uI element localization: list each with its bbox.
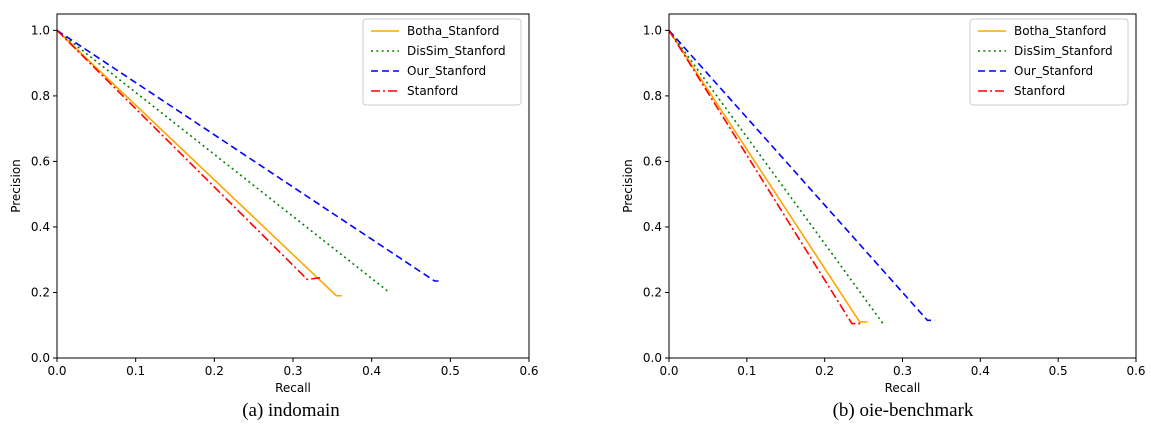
caption-b: (b) oie-benchmark <box>832 400 974 421</box>
y-tick-label: 0.8 <box>31 89 50 103</box>
x-tick-label: 0.0 <box>659 364 678 378</box>
series-line-Our_Stanford <box>57 29 439 282</box>
y-tick-label: 0.4 <box>31 220 50 234</box>
x-tick-label: 0.5 <box>1049 364 1068 378</box>
legend-label: Our_Stanford <box>407 64 486 78</box>
y-tick-label: 1.0 <box>643 23 662 37</box>
x-tick-label: 0.2 <box>815 364 834 378</box>
chart-1: 0.0 0.1 0.2 0.3 0.4 0.5 0.6 0.0 0.2 0.4 0.6 0.8 1.0 R… <box>621 13 1146 395</box>
y-axis-label: Precision <box>621 159 635 213</box>
series-line-Botha_Stanford <box>669 29 868 323</box>
x-tick-label: 0.4 <box>362 364 381 378</box>
chart-0: 0.0 0.1 0.2 0.3 0.4 0.5 0.6 0.0 0.2 0.4 0.6 0.8 1.0 R… <box>9 13 539 395</box>
x-tick-label: 0.3 <box>283 364 302 378</box>
y-tick-label: 1.0 <box>31 23 50 37</box>
series-line-DisSim_Stanford <box>669 29 884 325</box>
x-tick-label: 0.1 <box>737 364 756 378</box>
legend-box <box>362 18 522 106</box>
y-tick-label: 0.8 <box>643 89 662 103</box>
legend-label: Our_Stanford <box>1014 64 1093 78</box>
legend-label: Stanford <box>407 84 458 98</box>
legend: Botha_Stanford DisSim_Stanford Our_Stanfor… <box>362 18 522 106</box>
series-line-Stanford <box>57 29 321 281</box>
y-tick-label: 0.6 <box>643 154 662 168</box>
y-tick-label: 0.2 <box>31 285 50 299</box>
x-tick-label: 0.1 <box>126 364 145 378</box>
x-tick-label: 0.6 <box>519 364 538 378</box>
series-line-DisSim_Stanford <box>57 29 389 292</box>
legend-label: Botha_Stanford <box>1014 24 1106 38</box>
x-tick-label: 0.0 <box>47 364 66 378</box>
legend-label: Botha_Stanford <box>407 24 499 38</box>
y-tick-label: 0.0 <box>643 351 662 365</box>
series-line-Botha_Stanford <box>57 29 342 297</box>
legend-label: DisSim_Stanford <box>407 44 506 58</box>
legend-label: Stanford <box>1014 84 1065 98</box>
legend-box <box>969 18 1129 106</box>
x-tick-label: 0.6 <box>1126 364 1145 378</box>
caption-a: (a) indomain <box>242 400 340 421</box>
y-axis-label: Precision <box>9 159 23 213</box>
figure: 0.0 0.1 0.2 0.3 0.4 0.5 0.6 0.0 0.2 0.4 0.6 0.8 1.0 R… <box>9 13 1146 395</box>
x-tick-label: 0.4 <box>971 364 990 378</box>
legend-label: DisSim_Stanford <box>1014 44 1113 58</box>
series-line-Stanford <box>669 29 862 325</box>
x-axis-label: Recall <box>275 381 311 395</box>
legend: Botha_Stanford DisSim_Stanford Our_Stanfor… <box>969 18 1129 106</box>
y-tick-label: 0.6 <box>31 154 50 168</box>
series-line-Our_Stanford <box>669 29 936 322</box>
x-tick-label: 0.5 <box>441 364 460 378</box>
x-tick-label: 0.3 <box>893 364 912 378</box>
x-axis-label: Recall <box>885 381 921 395</box>
y-tick-label: 0.4 <box>643 220 662 234</box>
x-tick-label: 0.2 <box>205 364 224 378</box>
y-tick-label: 0.0 <box>31 351 50 365</box>
y-tick-label: 0.2 <box>643 285 662 299</box>
